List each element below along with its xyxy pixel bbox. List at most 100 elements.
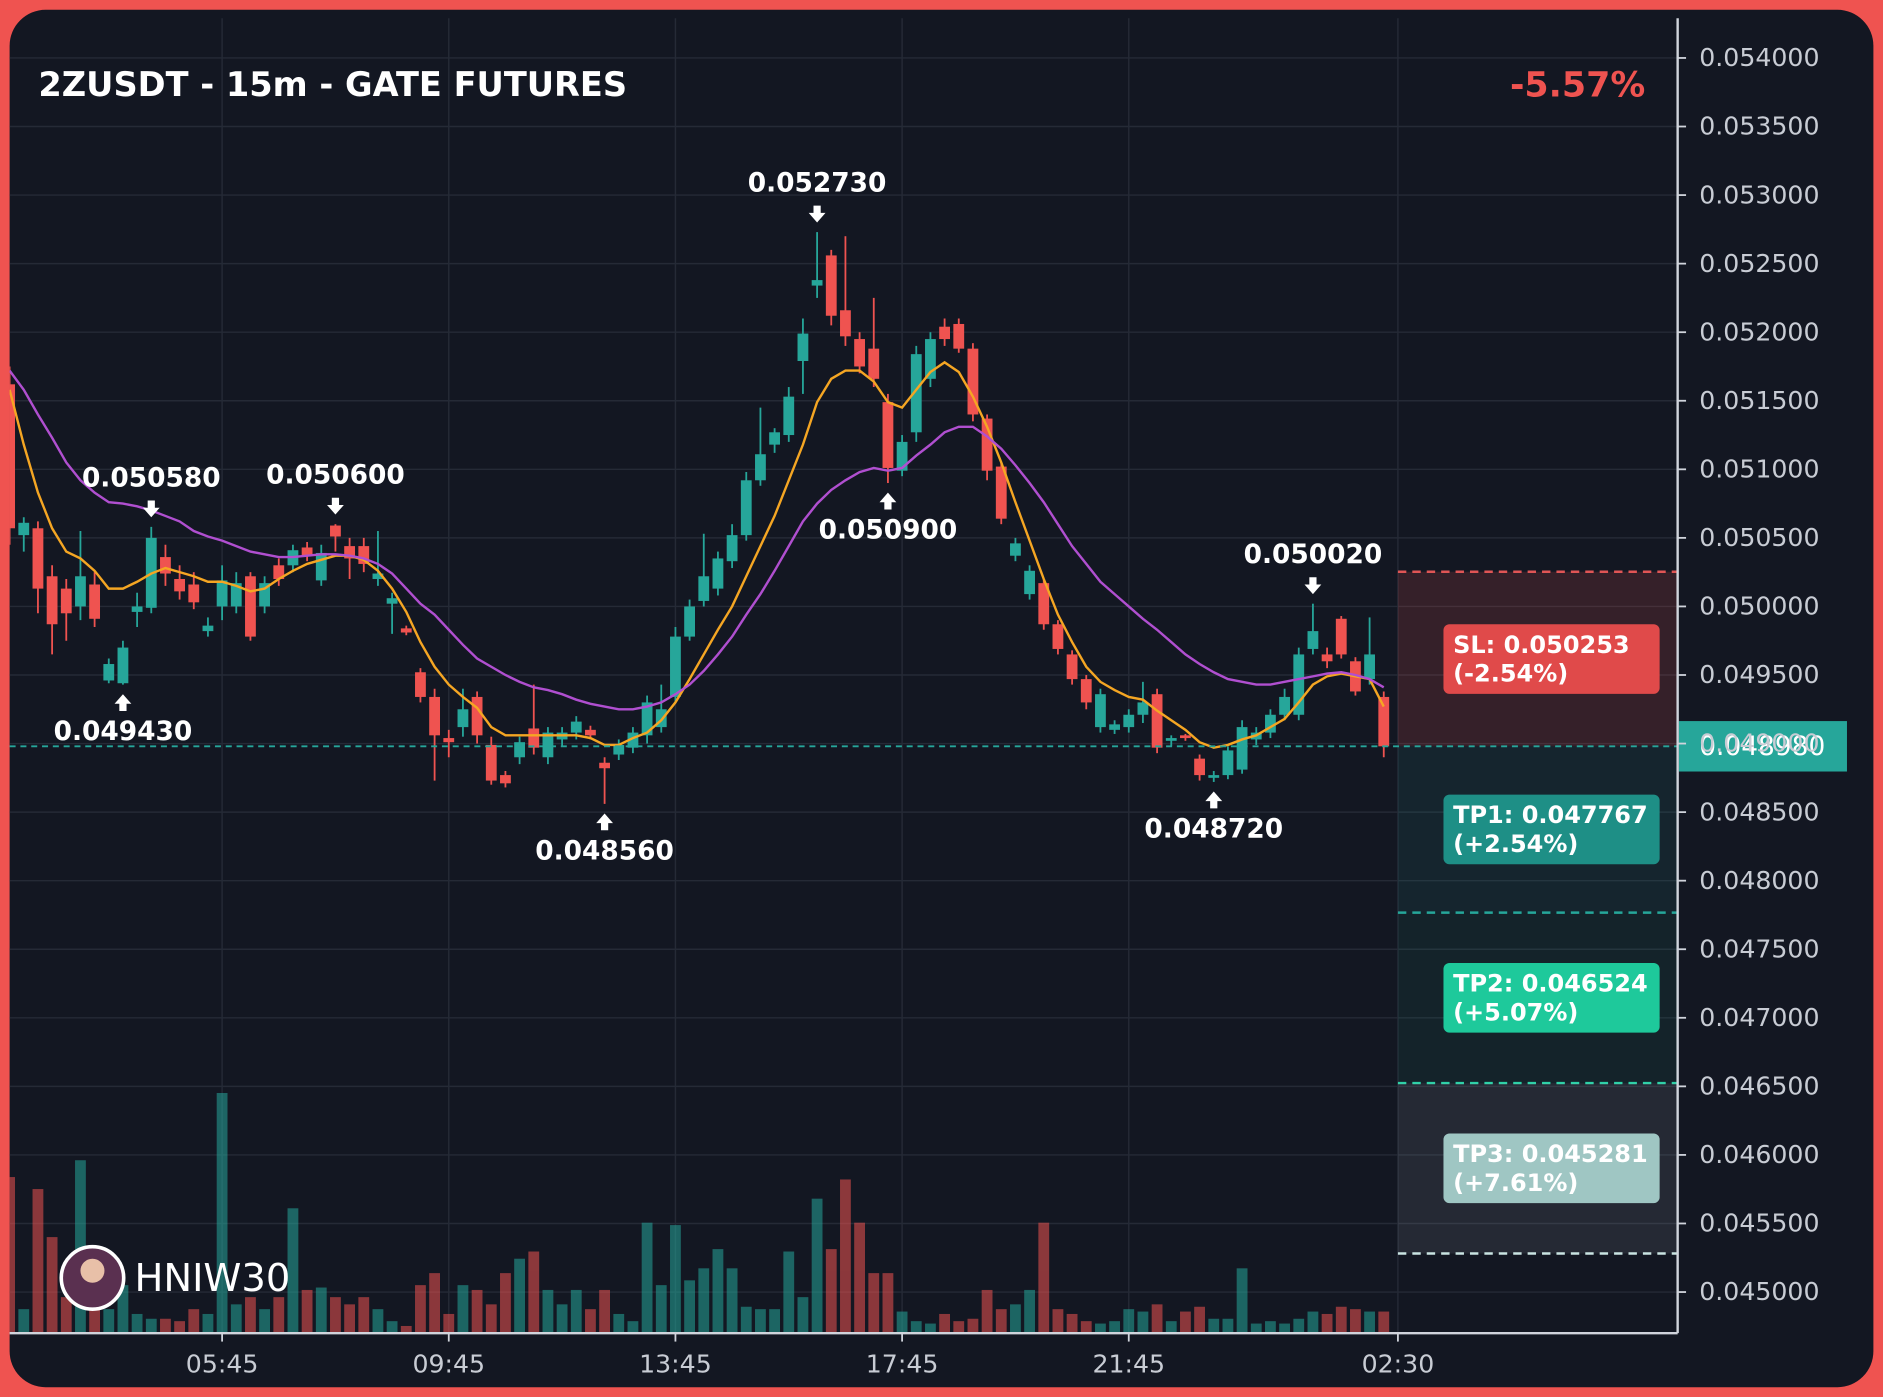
level-label: TP3: 0.045281 <box>1453 1140 1648 1168</box>
level-change: (+2.54%) <box>1453 830 1578 858</box>
candle-body <box>1137 702 1149 715</box>
volume-bar <box>585 1309 596 1334</box>
volume-bar <box>315 1287 327 1334</box>
volume-bar <box>1265 1321 1276 1334</box>
volume-bar <box>216 1092 228 1334</box>
volume-bar <box>726 1268 738 1334</box>
volume-bar <box>1137 1311 1149 1334</box>
volume-bar <box>684 1280 696 1334</box>
candle-body <box>1109 724 1120 730</box>
candle-body <box>1293 654 1305 715</box>
candle-body <box>117 647 129 684</box>
extreme-arrow <box>879 492 897 510</box>
candle-body <box>585 729 596 736</box>
volume-bar <box>953 1321 965 1334</box>
volume-bar <box>783 1251 795 1334</box>
candle-body <box>1194 758 1205 776</box>
candle-body <box>216 580 228 607</box>
volume-bar <box>1095 1323 1106 1334</box>
volume-bar <box>925 1323 936 1334</box>
candle-body <box>471 696 483 736</box>
candle-body <box>1038 583 1050 625</box>
price-tag-label: 0.048980 <box>1699 731 1825 762</box>
volume-bar <box>131 1313 143 1334</box>
candle-body <box>443 738 455 743</box>
volume-bar <box>1109 1321 1120 1334</box>
volume-bar <box>910 1321 922 1334</box>
volume-bar <box>18 1309 30 1334</box>
axis-labels: 0.045000 0.045500 0.046000 0.046500 0.047000… <box>186 43 1820 1378</box>
candle-body <box>301 547 313 556</box>
candle-body <box>500 775 511 784</box>
candle-body <box>485 744 497 781</box>
volume-bar <box>981 1289 993 1334</box>
candle-body <box>910 354 922 433</box>
volume-bar <box>570 1289 582 1334</box>
volume-bar <box>471 1289 483 1334</box>
volume-bar <box>698 1268 710 1334</box>
extreme-arrow <box>142 500 160 518</box>
level-label: TP2: 0.046524 <box>1453 970 1648 998</box>
volume-bar <box>500 1273 511 1334</box>
candles <box>9 232 1390 804</box>
change: -5.57% <box>1510 66 1645 106</box>
candle-body <box>1052 624 1064 649</box>
volume-bar <box>259 1309 271 1334</box>
volume-bar <box>46 1237 58 1334</box>
volume-bar <box>1321 1313 1333 1334</box>
volume-bar <box>415 1285 426 1334</box>
candle-body <box>967 348 979 415</box>
level-box <box>1443 963 1660 1033</box>
candle-body <box>259 583 271 607</box>
candle-body <box>981 418 993 471</box>
volume-bar <box>995 1309 1007 1334</box>
volume-bar <box>740 1306 752 1334</box>
watermark: HNIW30 <box>59 1244 290 1311</box>
level-box <box>1443 794 1660 865</box>
candle-body <box>174 579 186 592</box>
volume-bar <box>896 1311 908 1334</box>
candle-body <box>1222 750 1234 776</box>
candle-body <box>641 702 653 736</box>
volume-bar <box>1038 1222 1050 1334</box>
extreme-label: 0.049430 <box>54 716 193 747</box>
candle-body <box>1165 738 1177 741</box>
y-tick-label: 0.050000 <box>1699 592 1819 621</box>
candle-body <box>1307 631 1319 649</box>
candle-body <box>684 606 696 637</box>
volume-bar <box>1378 1311 1390 1334</box>
volume-bar <box>202 1313 214 1334</box>
candle-body <box>769 432 781 445</box>
volume-bar <box>1236 1268 1248 1334</box>
volume-bar <box>528 1251 540 1334</box>
candle-body <box>46 576 58 625</box>
candle-body <box>740 480 752 536</box>
volume-bar <box>641 1222 653 1334</box>
volume-bar <box>386 1321 398 1334</box>
y-tick-label: 0.051000 <box>1699 455 1819 484</box>
candle-body <box>1208 775 1220 778</box>
volume-bar <box>32 1189 44 1334</box>
candle-body <box>925 339 936 379</box>
candle-body <box>655 709 667 728</box>
volume-bar <box>273 1297 285 1334</box>
candle-body <box>882 402 894 468</box>
extreme-label: 0.048560 <box>535 835 674 866</box>
candle-body <box>18 522 30 536</box>
volume-bar <box>882 1273 894 1334</box>
volume-bar <box>1151 1304 1163 1334</box>
candle-body <box>400 628 412 633</box>
candle-body <box>939 326 950 340</box>
y-tick-label: 0.050500 <box>1699 523 1819 552</box>
volume-bar <box>1024 1289 1035 1334</box>
volume-bar <box>939 1313 950 1334</box>
candle-body <box>131 606 143 612</box>
candle-body <box>514 742 526 758</box>
volume-bar <box>103 1309 115 1334</box>
candle-body <box>1335 618 1347 655</box>
candle-body <box>202 625 214 632</box>
ma-line <box>9 360 1385 749</box>
candle-body <box>627 732 639 748</box>
volume-bar <box>627 1321 639 1334</box>
candle-body <box>825 255 837 316</box>
